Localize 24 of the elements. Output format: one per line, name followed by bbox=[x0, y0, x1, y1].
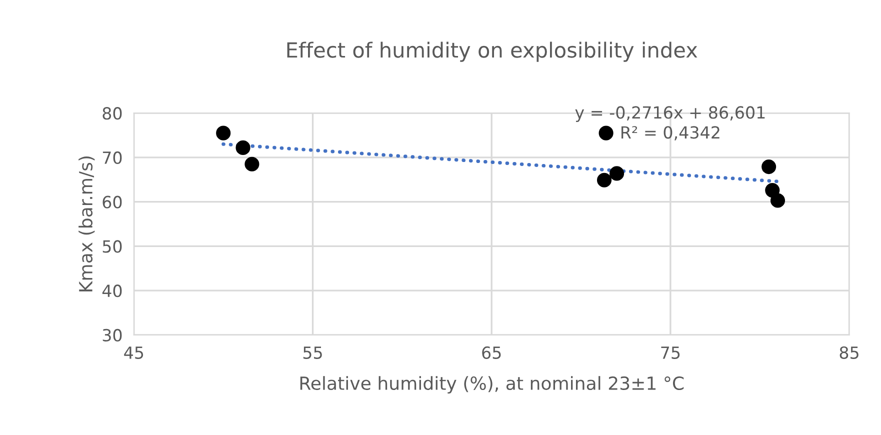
point bbox=[762, 160, 776, 174]
y-tick-label: 50 bbox=[102, 240, 122, 253]
y-tick-label: 70 bbox=[102, 151, 122, 164]
point bbox=[244, 156, 260, 172]
point bbox=[236, 140, 250, 155]
y-tick-label: 80 bbox=[102, 107, 122, 120]
point bbox=[770, 193, 786, 208]
point bbox=[610, 166, 624, 181]
y-tick-label: 40 bbox=[102, 284, 122, 298]
y-tick-label: 30 bbox=[102, 328, 122, 342]
point bbox=[216, 126, 231, 140]
point bbox=[765, 183, 780, 198]
x-tick-label: 45 bbox=[124, 346, 144, 359]
point bbox=[596, 172, 612, 188]
y-axis-title: Kmax (bar.m/s) bbox=[78, 156, 95, 292]
y-tick-label: 60 bbox=[102, 196, 122, 208]
chart-title: Effect of humidity on explosibility index bbox=[287, 42, 698, 62]
x-axis-title: Relative humidity (%), at nominal 23±1 °C bbox=[300, 376, 684, 394]
annotation: y = -0,2716x + 86,601 R² = 0,4342 bbox=[575, 106, 765, 140]
x-tick-label: 65 bbox=[482, 346, 501, 359]
point bbox=[598, 126, 614, 140]
x-tick-label: 75 bbox=[661, 346, 680, 359]
x-tick-label: 85 bbox=[840, 346, 858, 359]
x-tick-label: 55 bbox=[303, 346, 322, 359]
